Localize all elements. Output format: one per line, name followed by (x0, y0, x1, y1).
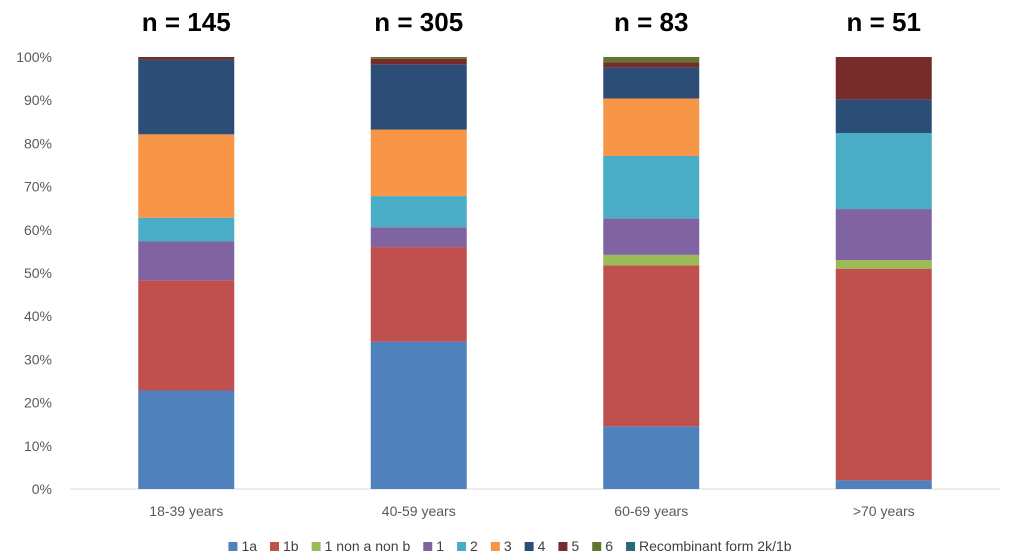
bar-segment (603, 218, 700, 255)
legend-item: Recombinant form 2k/1b (626, 538, 792, 554)
legend-label: 6 (605, 538, 613, 554)
legend-label: 1 (436, 538, 444, 554)
legend-swatch (423, 542, 433, 551)
bar-segment (370, 247, 467, 342)
legend-item: 1 (423, 538, 444, 554)
bar-segment (603, 265, 700, 427)
bar-segment (138, 57, 235, 60)
sample-size-label: n = 145 (142, 7, 231, 37)
legend-label: 4 (538, 538, 546, 554)
legend-item: 2 (457, 538, 478, 554)
legend-item: 1a (228, 538, 257, 554)
y-tick-label: 30% (24, 351, 52, 367)
legend-swatch (524, 542, 534, 551)
y-tick-label: 40% (24, 308, 52, 324)
bar-segment (603, 426, 700, 489)
bar-segment (835, 260, 932, 269)
legend-item: 4 (524, 538, 546, 554)
y-tick-label: 90% (24, 92, 52, 108)
bar-segment (603, 67, 700, 99)
x-axis-categories: 18-39 years 40-59 years 60-69 years >70 yea… (149, 503, 914, 519)
legend-swatch (457, 542, 467, 551)
legend-item: 5 (558, 538, 579, 554)
y-tick-label: 80% (24, 135, 52, 151)
legend-item: 1b (270, 538, 299, 554)
legend-swatch (490, 542, 500, 551)
bar-segment (138, 217, 235, 242)
sample-size-labels: n = 145 n = 305 n = 83 n = 51 (142, 7, 921, 37)
bars (138, 57, 932, 489)
sample-size-label: n = 305 (374, 7, 463, 37)
bar-segment (835, 480, 932, 489)
x-category-label: >70 years (853, 503, 915, 519)
legend: 1a 1b 1 non a non b 1 2 3 4 5 6 Recombinant form … (228, 538, 792, 554)
bar-segment (370, 64, 467, 130)
x-category-label: 18-39 years (149, 503, 223, 519)
bar-segment (370, 196, 467, 228)
bar-segment (835, 57, 932, 100)
bar-segment (370, 227, 467, 248)
legend-swatch (592, 542, 602, 551)
legend-label: 2 (470, 538, 478, 554)
legend-label: 3 (504, 538, 512, 554)
y-tick-label: 50% (24, 265, 52, 281)
legend-item: 1 non a non b (311, 538, 411, 554)
bar-segment (603, 57, 700, 63)
legend-label: 1a (241, 538, 257, 554)
y-axis: 0% 10% 20% 30% 40% 50% 60% 70% 80% 90% 100% (16, 49, 52, 497)
bar-segment (138, 241, 235, 281)
y-tick-label: 100% (16, 49, 52, 65)
y-tick-label: 0% (32, 481, 52, 497)
legend-swatch (270, 542, 280, 551)
legend-label: 1b (283, 538, 299, 554)
bar-segment (370, 58, 467, 65)
legend-item: 6 (592, 538, 613, 554)
bar-segment (835, 209, 932, 261)
legend-swatch (558, 542, 568, 551)
bar-segment (138, 59, 235, 135)
bar-segment (835, 99, 932, 134)
bar-segment (603, 98, 700, 156)
x-category-label: 60-69 years (614, 503, 688, 519)
legend-swatch (626, 542, 636, 551)
legend-label: Recombinant form 2k/1b (639, 538, 792, 554)
legend-swatch (228, 542, 238, 551)
bar-segment (370, 129, 467, 197)
bar-segment (835, 133, 932, 210)
bar-segment (603, 254, 700, 266)
bar-segment (370, 341, 467, 489)
bar-segment (603, 155, 700, 219)
bar-segment (370, 57, 467, 59)
y-tick-label: 60% (24, 222, 52, 238)
legend-label: 1 non a non b (325, 538, 411, 554)
legend-item: 3 (490, 538, 512, 554)
sample-size-label: n = 83 (614, 7, 688, 37)
y-tick-label: 20% (24, 395, 52, 411)
y-tick-label: 10% (24, 438, 52, 454)
bar-segment (138, 134, 235, 218)
bar-segment (138, 280, 235, 391)
legend-swatch (311, 542, 321, 551)
sample-size-label: n = 51 (847, 7, 921, 37)
bar-segment (603, 62, 700, 68)
bar-segment (138, 390, 235, 489)
y-tick-label: 70% (24, 179, 52, 195)
x-category-label: 40-59 years (382, 503, 456, 519)
bar-segment (835, 268, 932, 481)
legend-label: 5 (571, 538, 579, 554)
